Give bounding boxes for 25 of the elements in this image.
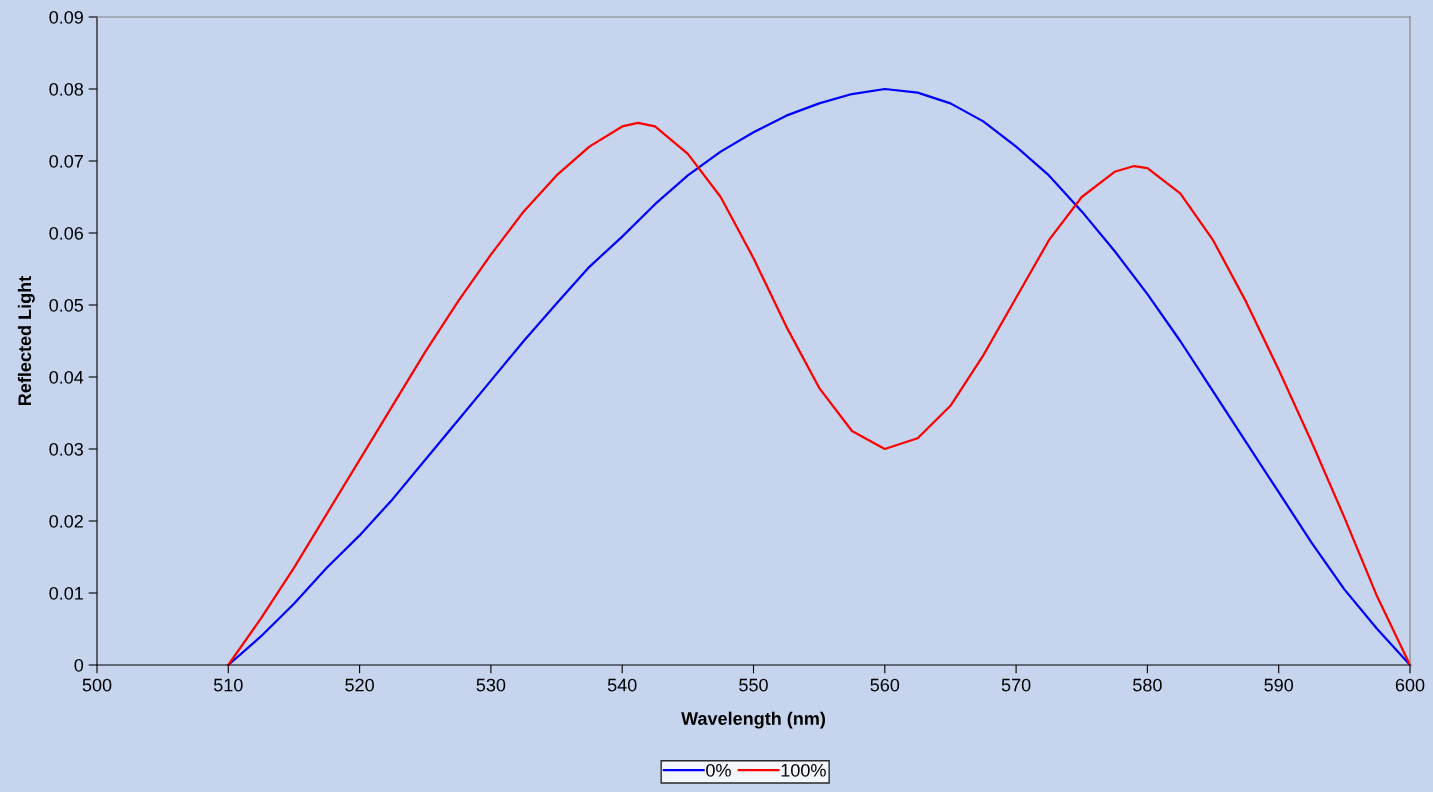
y-tick-label: 0.08 bbox=[49, 82, 84, 96]
y-tick-label: 0.04 bbox=[49, 370, 84, 384]
x-tick-label: 540 bbox=[607, 678, 637, 692]
y-tick-label: 0 bbox=[74, 658, 84, 672]
legend-label: 0% bbox=[706, 763, 731, 777]
y-tick-label: 0.01 bbox=[49, 586, 83, 600]
x-tick-label: 600 bbox=[1395, 678, 1425, 692]
y-tick-label: 0.03 bbox=[49, 442, 84, 456]
y-axis-title: Reflected Light bbox=[17, 276, 35, 405]
y-tick-label: 0.09 bbox=[49, 10, 83, 24]
y-tick-label: 0.07 bbox=[49, 154, 83, 168]
y-tick-label: 0.02 bbox=[49, 514, 83, 528]
x-axis-title: Wavelength (nm) bbox=[681, 711, 825, 729]
y-tick-label: 0.05 bbox=[49, 298, 84, 312]
x-tick-label: 570 bbox=[1001, 678, 1031, 692]
x-tick-label: 560 bbox=[870, 678, 900, 692]
x-tick-label: 530 bbox=[476, 678, 506, 692]
x-tick-label: 510 bbox=[213, 678, 243, 692]
legend-label: 100% bbox=[781, 763, 826, 777]
x-tick-label: 550 bbox=[739, 678, 768, 692]
x-tick-label: 590 bbox=[1264, 678, 1294, 692]
x-tick-label: 500 bbox=[82, 678, 112, 692]
x-tick-label: 520 bbox=[345, 678, 374, 692]
y-tick-label: 0.06 bbox=[49, 226, 84, 240]
x-tick-label: 580 bbox=[1133, 678, 1162, 692]
